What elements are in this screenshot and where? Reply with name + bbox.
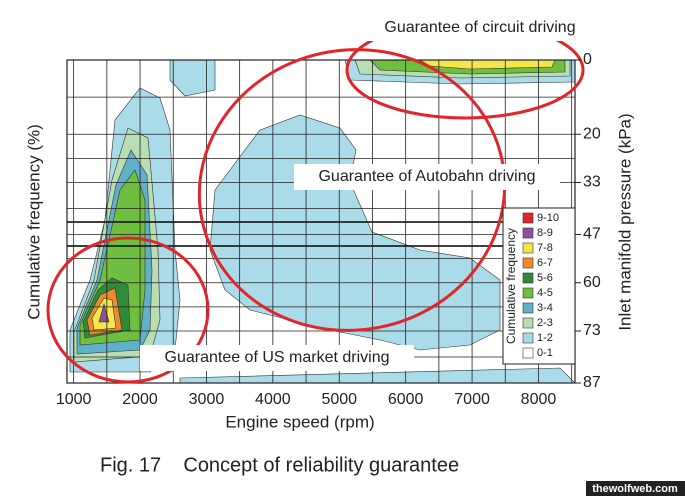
watermark: thewolfweb.com [592,483,678,495]
highlight-ellipse [46,236,210,384]
contour-region [169,59,216,97]
legend: Cumulative frequency 9-10 8-9 7-8 6-7 5-6 4-5… [502,207,576,365]
legend-label: 3-4 [537,302,553,314]
legend-swatch [522,317,534,329]
legend-swatch [522,302,534,314]
y2-tick-label: 60 [583,274,601,291]
y2-tick-label: 87 [583,374,601,391]
x-tick-label: 3000 [189,391,225,408]
x-tick-label: 2000 [122,391,158,408]
label-bg [356,15,606,41]
y2-axis-label: Inlet manifold pressure (kPa) [615,113,634,330]
x-tick-label: 8000 [521,391,557,408]
legend-label: 2-3 [537,317,553,329]
legend-swatch [522,272,534,284]
y2-tick-label: 33 [583,174,601,191]
label-bg [294,164,560,190]
caption: Fig. 17 Concept of reliability guarantee [100,454,459,476]
legend-swatch [522,227,534,239]
contour-region [209,114,501,351]
y2-tick-label: 0 [583,51,592,68]
legend-swatch [522,212,534,224]
x-tick-label: 5000 [321,391,357,408]
legend-swatch [522,287,534,299]
highlight-ellipse [197,48,507,332]
y-axis-label: Cumulative frequency (%) [24,124,43,320]
legend-swatch [522,347,534,359]
x-tick-label: 7000 [454,391,490,408]
legend-box [502,207,576,365]
annotation: Guarantee of US market driving [165,349,390,366]
annotations: Guarantee of circuit driving Guarantee o… [46,15,606,384]
annotation: Guarantee of circuit driving [384,19,575,36]
contour-layer [69,59,576,384]
legend-label: 6-7 [537,257,553,269]
y2-tick-label: 20 [583,125,601,142]
legend-label: 5-6 [537,272,553,284]
legend-swatch [522,332,534,344]
x-tick-label: 4000 [255,391,291,408]
x-tick-label: 6000 [388,391,424,408]
legend-label: 0-1 [537,347,553,359]
x-axis-label: Engine speed (rpm) [225,412,374,431]
legend-swatch [522,242,534,254]
watermark-bg [586,481,685,496]
legend-label: 4-5 [537,287,553,299]
legend-label: 7-8 [537,242,553,254]
label-bg [140,345,414,371]
y2-tick-label: 47 [583,226,601,243]
legend-label: 8-9 [537,227,553,239]
x-tick-label: 1000 [56,391,92,408]
legend-title: Cumulative frequency [504,228,518,344]
annotation: Guarantee of Autobahn driving [318,168,535,185]
legend-swatch [522,257,534,269]
legend-label: 9-10 [537,212,559,224]
y2-tick-label: 73 [583,322,601,339]
legend-label: 1-2 [537,332,553,344]
